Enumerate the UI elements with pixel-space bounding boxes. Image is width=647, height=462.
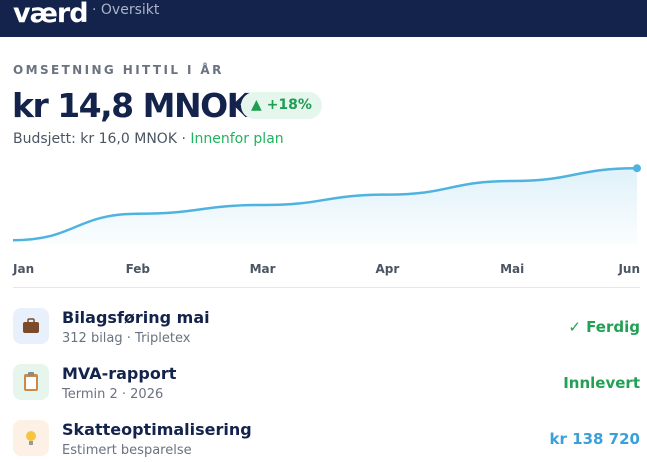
growth-badge: ▲ +18% — [241, 92, 322, 119]
item-status: Innlevert — [563, 374, 640, 392]
x-tick-label: Jun — [617, 262, 640, 276]
section-title: · Oversikt — [92, 2, 160, 18]
item-subtitle: Estimert besparelse — [62, 443, 192, 458]
item-status: kr 138 720 — [549, 430, 640, 448]
item-title[interactable]: Bilagsføring mai — [62, 308, 210, 327]
logo[interactable]: værd — [13, 0, 89, 29]
chart: Jan Feb Mar Apr Mai Jun — [12, 164, 641, 276]
kpi-label: OMSETNING HITTIL I ÅR — [13, 63, 224, 77]
end-dot — [633, 164, 641, 173]
icon-briefcase — [13, 308, 49, 344]
divider — [13, 287, 640, 288]
item-title[interactable]: MVA-rapport — [62, 364, 177, 383]
item-subtitle: 312 bilag · Tripletex — [62, 331, 191, 346]
icon-clipboard — [13, 364, 49, 400]
x-tick-label: Mai — [500, 262, 524, 276]
area — [13, 168, 637, 245]
budget-text: Budsjett: kr 16,0 MNOK · — [13, 131, 186, 147]
budget-line: Budsjett: kr 16,0 MNOK · Innenfor plan — [13, 131, 284, 147]
item-status: ✓ Ferdig — [568, 318, 640, 336]
kpi-amount: kr 14,8 MNOK — [12, 86, 252, 125]
x-tick-label: Mar — [250, 262, 276, 276]
budget-status: Innenfor plan — [190, 131, 284, 147]
line — [12, 166, 638, 242]
header — [0, 0, 647, 37]
x-tick-label: Feb — [126, 262, 151, 276]
x-tick-label: Jan — [12, 262, 34, 276]
icon-bulb — [13, 420, 49, 456]
item-title[interactable]: Skatteoptimalisering — [62, 420, 252, 439]
item-subtitle: Termin 2 · 2026 — [62, 387, 164, 402]
x-tick-label: Apr — [376, 262, 400, 276]
